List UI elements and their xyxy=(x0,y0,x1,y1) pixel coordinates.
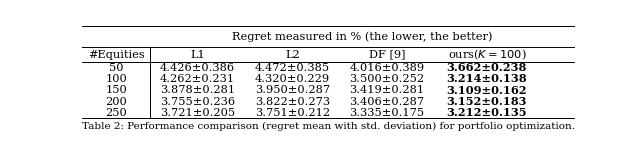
Text: 3.152±0.183: 3.152±0.183 xyxy=(447,96,527,107)
Text: 3.950±0.287: 3.950±0.287 xyxy=(255,85,330,95)
Text: 3.406±0.287: 3.406±0.287 xyxy=(349,97,425,106)
Text: 3.419±0.281: 3.419±0.281 xyxy=(349,85,425,95)
Text: Regret measured in % (the lower, the better): Regret measured in % (the lower, the bet… xyxy=(232,31,492,42)
Text: ours($K = 100$): ours($K = 100$) xyxy=(447,47,526,62)
Text: 3.755±0.236: 3.755±0.236 xyxy=(160,97,235,106)
Text: 4.016±0.389: 4.016±0.389 xyxy=(349,63,425,73)
Text: 4.426±0.386: 4.426±0.386 xyxy=(160,63,235,73)
Text: 250: 250 xyxy=(106,108,127,118)
Text: 4.262±0.231: 4.262±0.231 xyxy=(160,74,235,84)
Text: 100: 100 xyxy=(106,74,127,84)
Text: 3.721±0.205: 3.721±0.205 xyxy=(160,108,235,118)
Text: 3.751±0.212: 3.751±0.212 xyxy=(255,108,330,118)
Text: DF [9]: DF [9] xyxy=(369,50,405,60)
Text: L2: L2 xyxy=(285,50,300,60)
Text: 3.500±0.252: 3.500±0.252 xyxy=(349,74,425,84)
Text: 3.335±0.175: 3.335±0.175 xyxy=(349,108,425,118)
Text: 50: 50 xyxy=(109,63,124,73)
Text: 150: 150 xyxy=(106,85,127,95)
Text: 200: 200 xyxy=(106,97,127,106)
Text: #Equities: #Equities xyxy=(88,50,145,60)
Text: 3.878±0.281: 3.878±0.281 xyxy=(160,85,235,95)
Text: 4.472±0.385: 4.472±0.385 xyxy=(255,63,330,73)
Text: Table 2: Performance comparison (regret mean with std. deviation) for portfolio : Table 2: Performance comparison (regret … xyxy=(83,122,575,131)
Text: 3.214±0.138: 3.214±0.138 xyxy=(447,74,527,84)
Text: 3.109±0.162: 3.109±0.162 xyxy=(447,85,527,96)
Text: 3.212±0.135: 3.212±0.135 xyxy=(447,107,527,118)
Text: 3.822±0.273: 3.822±0.273 xyxy=(255,97,330,106)
Text: 4.320±0.229: 4.320±0.229 xyxy=(255,74,330,84)
Text: 3.662±0.238: 3.662±0.238 xyxy=(447,62,527,73)
Text: L1: L1 xyxy=(190,50,205,60)
